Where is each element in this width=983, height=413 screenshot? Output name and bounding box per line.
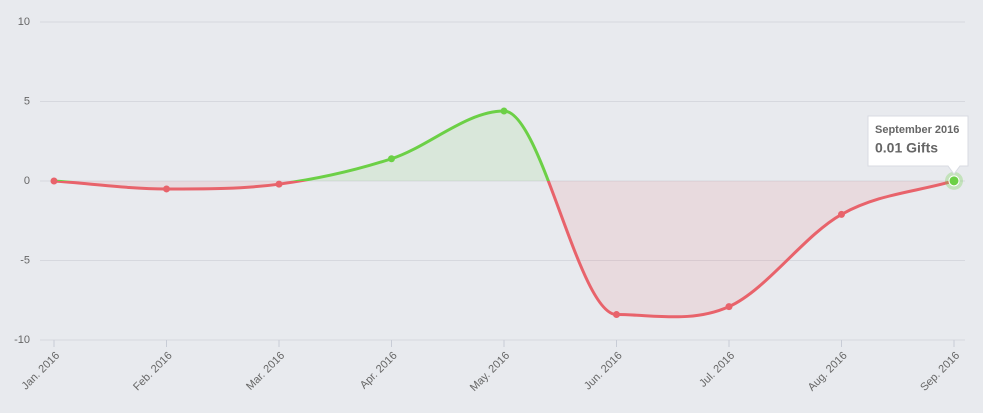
x-tick-label: May. 2016 — [468, 350, 512, 394]
point — [275, 180, 283, 188]
point — [163, 185, 170, 193]
x-tick-label: Feb. 2016 — [131, 350, 175, 394]
tooltip-title: September 2016 — [875, 124, 959, 136]
y-tick-label: 0 — [24, 175, 30, 187]
tooltip-value: 0.01 Gifts — [875, 140, 938, 156]
x-tick-label: Aug. 2016 — [806, 350, 850, 394]
y-tick-label: -10 — [14, 334, 30, 346]
x-tick-label: Sep. 2016 — [918, 350, 962, 394]
point — [948, 175, 960, 187]
point — [500, 107, 508, 115]
point — [613, 311, 620, 319]
x-tick-label: Jan. 2016 — [20, 350, 63, 393]
y-tick-label: 5 — [24, 95, 30, 107]
tooltip-box — [867, 115, 969, 175]
line — [53, 109, 955, 319]
point — [388, 155, 395, 163]
y-tick-label: -5 — [20, 254, 30, 266]
tooltip: September 2016 0.01 Gifts — [867, 115, 969, 175]
area — [54, 111, 954, 317]
point — [50, 177, 58, 185]
point — [838, 210, 845, 218]
x-tick-label: Apr. 2016 — [358, 350, 400, 392]
y-tick-label: 10 — [18, 16, 30, 28]
x-tick-label: Jun. 2016 — [582, 350, 625, 393]
x-tick-label: Jul. 2016 — [697, 350, 737, 390]
x-tick-label: Mar. 2016 — [244, 350, 287, 393]
point — [725, 303, 733, 311]
